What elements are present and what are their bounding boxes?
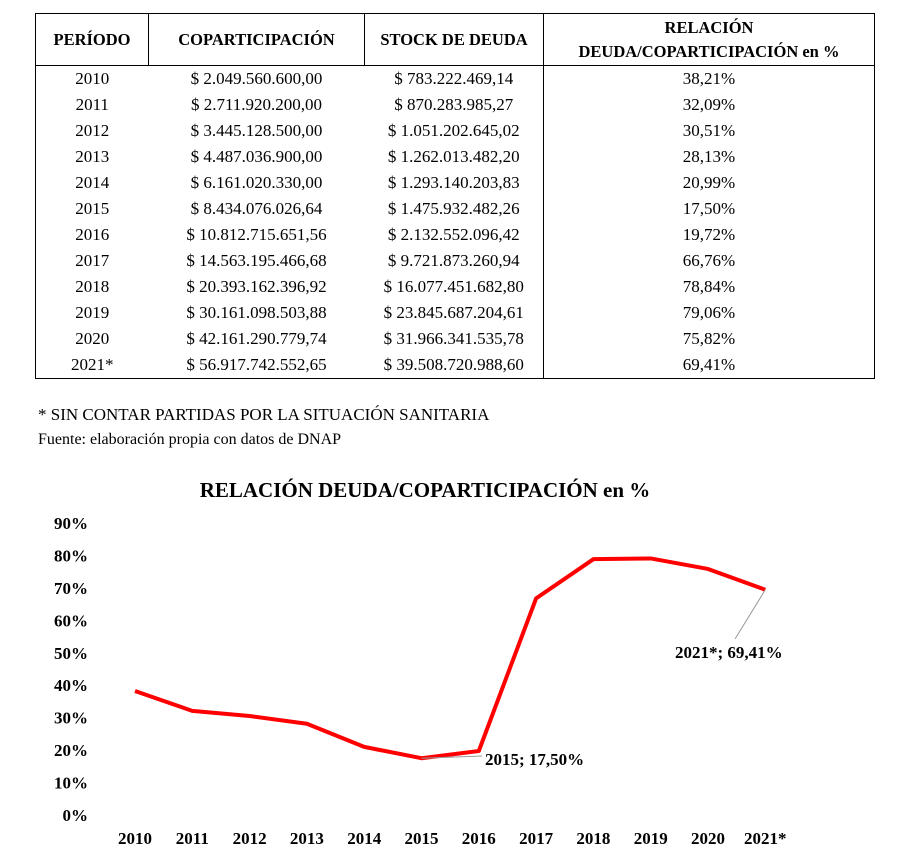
cell-period: 2021* — [71, 355, 114, 374]
cell-stock: $ 9.721.873.260,94 — [364, 248, 544, 274]
table-row: 2021* $ 56.917.742.552,65 $ 39.508.720.988… — [36, 352, 875, 379]
table-row: 2012 $ 3.445.128.500,00 $ 1.051.202.645,02… — [36, 118, 875, 144]
cell-stock: $ 870.283.985,27 — [364, 92, 544, 118]
y-tick-label: 20% — [54, 741, 88, 760]
table-row: 2016 $ 10.812.715.651,56 $ 2.132.552.096,4… — [36, 222, 875, 248]
header-coparticipacion: COPARTICIPACIÓN — [148, 13, 365, 66]
annotation-leader — [421, 755, 483, 759]
cell-relacion: 19,72% — [682, 225, 736, 244]
y-tick-label: 40% — [54, 676, 88, 695]
cell-stock: $ 39.508.720.988,60 — [364, 352, 544, 379]
table-row: 2013 $ 4.487.036.900,00 $ 1.262.013.482,20… — [36, 144, 875, 170]
cell-period: 2014 — [75, 173, 110, 192]
table-row: 2014 $ 6.161.020.330,00 $ 1.293.140.203,83… — [36, 170, 875, 196]
cell-stock: $ 1.051.202.645,02 — [364, 118, 544, 144]
cell-stock: $ 1.293.140.203,83 — [364, 170, 544, 196]
data-label: 2015; 17,50% — [485, 750, 584, 769]
cell-period: 2013 — [75, 147, 110, 166]
cell-stock: $ 783.222.469,14 — [364, 65, 544, 92]
debt-table: PERÍODO COPARTICIPACIÓN STOCK DE DEUDA R… — [35, 13, 875, 379]
cell-relacion: 28,13% — [682, 147, 736, 166]
y-tick-label: 50% — [54, 644, 88, 663]
y-tick-label: 90% — [54, 514, 88, 533]
annotation-leader — [734, 589, 766, 640]
cell-coparticipacion: $ 2.711.920.200,00 — [190, 95, 323, 114]
x-tick-label: 2016 — [462, 829, 496, 848]
line-chart: RELACIÓN DEUDA/COPARTICIPACIÓN en % 0% 10%… — [54, 478, 787, 848]
x-tick-label: 2011 — [176, 829, 209, 848]
x-tick-label: 2014 — [347, 829, 382, 848]
x-tick-label: 2010 — [118, 829, 152, 848]
cell-relacion: 69,41% — [682, 355, 736, 374]
cell-coparticipacion: $ 4.487.036.900,00 — [190, 147, 323, 166]
y-tick-label: 60% — [54, 611, 88, 630]
table-row: 2020 $ 42.161.290.779,74 $ 31.966.341.535,… — [36, 326, 875, 352]
x-tick-label: 2018 — [576, 829, 610, 848]
y-tick-label: 30% — [54, 709, 88, 728]
cell-relacion: 20,99% — [682, 173, 736, 192]
table-row: 2010 $ 2.049.560.600,00 $ 783.222.469,14 38… — [36, 65, 875, 92]
cell-period: 2018 — [75, 277, 110, 296]
header-periodo: PERÍODO — [35, 13, 149, 66]
y-tick-label: 80% — [54, 546, 88, 565]
cell-relacion: 79,06% — [682, 303, 736, 322]
header-relacion: RELACIÓN DEUDA/COPARTICIPACIÓN en % — [543, 13, 875, 66]
chart-title: RELACIÓN DEUDA/COPARTICIPACIÓN en % — [200, 478, 651, 502]
y-tick-label: 0% — [63, 806, 89, 825]
source-note: Fuente: elaboración propia con datos de … — [38, 431, 342, 448]
cell-period: 2015 — [75, 199, 110, 218]
cell-coparticipacion: $ 8.434.076.026,64 — [190, 199, 323, 218]
cell-relacion: 30,51% — [682, 121, 736, 140]
cell-stock: $ 1.475.932.482,26 — [364, 196, 544, 222]
cell-coparticipacion: $ 10.812.715.651,56 — [186, 225, 327, 244]
y-tick-label: 10% — [54, 774, 88, 793]
cell-period: 2010 — [75, 69, 110, 88]
cell-period: 2012 — [75, 121, 110, 140]
table-row: 2017 $ 14.563.195.466,68 $ 9.721.873.260,9… — [36, 248, 875, 274]
x-tick-label: 2021* — [744, 829, 787, 848]
cell-coparticipacion: $ 30.161.098.503,88 — [186, 303, 327, 322]
cell-coparticipacion: $ 3.445.128.500,00 — [190, 121, 323, 140]
cell-coparticipacion: $ 2.049.560.600,00 — [190, 69, 323, 88]
cell-relacion: 17,50% — [682, 199, 736, 218]
series-line — [134, 556, 766, 761]
data-label: 2021*; 69,41% — [675, 643, 783, 662]
cell-period: 2019 — [75, 303, 110, 322]
table-row: 2019 $ 30.161.098.503,88 $ 23.845.687.204,… — [36, 300, 875, 326]
cell-stock: $ 16.077.451.682,80 — [364, 274, 544, 300]
cell-coparticipacion: $ 6.161.020.330,00 — [190, 173, 323, 192]
table-row: 2018 $ 20.393.162.396,92 $ 16.077.451.682,… — [36, 274, 875, 300]
cell-stock: $ 23.845.687.204,61 — [364, 300, 544, 326]
x-tick-label: 2017 — [519, 829, 554, 848]
x-tick-label: 2012 — [233, 829, 267, 848]
cell-period: 2020 — [75, 329, 110, 348]
cell-coparticipacion: $ 20.393.162.396,92 — [186, 277, 327, 296]
cell-period: 2017 — [75, 251, 110, 270]
cell-relacion: 78,84% — [682, 277, 736, 296]
cell-stock: $ 31.966.341.535,78 — [364, 326, 544, 352]
x-tick-label: 2019 — [634, 829, 668, 848]
cell-relacion: 32,09% — [682, 95, 736, 114]
cell-period: 2011 — [75, 95, 109, 114]
x-tick-label: 2013 — [290, 829, 324, 848]
table-row: 2011 $ 2.711.920.200,00 $ 870.283.985,27 32… — [36, 92, 875, 118]
table-row: 2015 $ 8.434.076.026,64 $ 1.475.932.482,26… — [36, 196, 875, 222]
x-tick-label: 2020 — [691, 829, 725, 848]
cell-relacion: 66,76% — [682, 251, 736, 270]
cell-stock: $ 1.262.013.482,20 — [364, 144, 544, 170]
y-tick-label: 70% — [54, 579, 88, 598]
cell-stock: $ 2.132.552.096,42 — [364, 222, 544, 248]
footnote: * SIN CONTAR PARTIDAS POR LA SITUACIÓN S… — [38, 405, 490, 424]
header-stock: STOCK DE DEUDA — [364, 13, 544, 66]
cell-relacion: 75,82% — [682, 329, 736, 348]
cell-relacion: 38,21% — [682, 69, 736, 88]
cell-coparticipacion: $ 42.161.290.779,74 — [186, 329, 327, 348]
cell-coparticipacion: $ 14.563.195.466,68 — [186, 251, 327, 270]
cell-period: 2016 — [75, 225, 110, 244]
x-tick-label: 2015 — [405, 829, 439, 848]
cell-coparticipacion: $ 56.917.742.552,65 — [186, 355, 327, 374]
